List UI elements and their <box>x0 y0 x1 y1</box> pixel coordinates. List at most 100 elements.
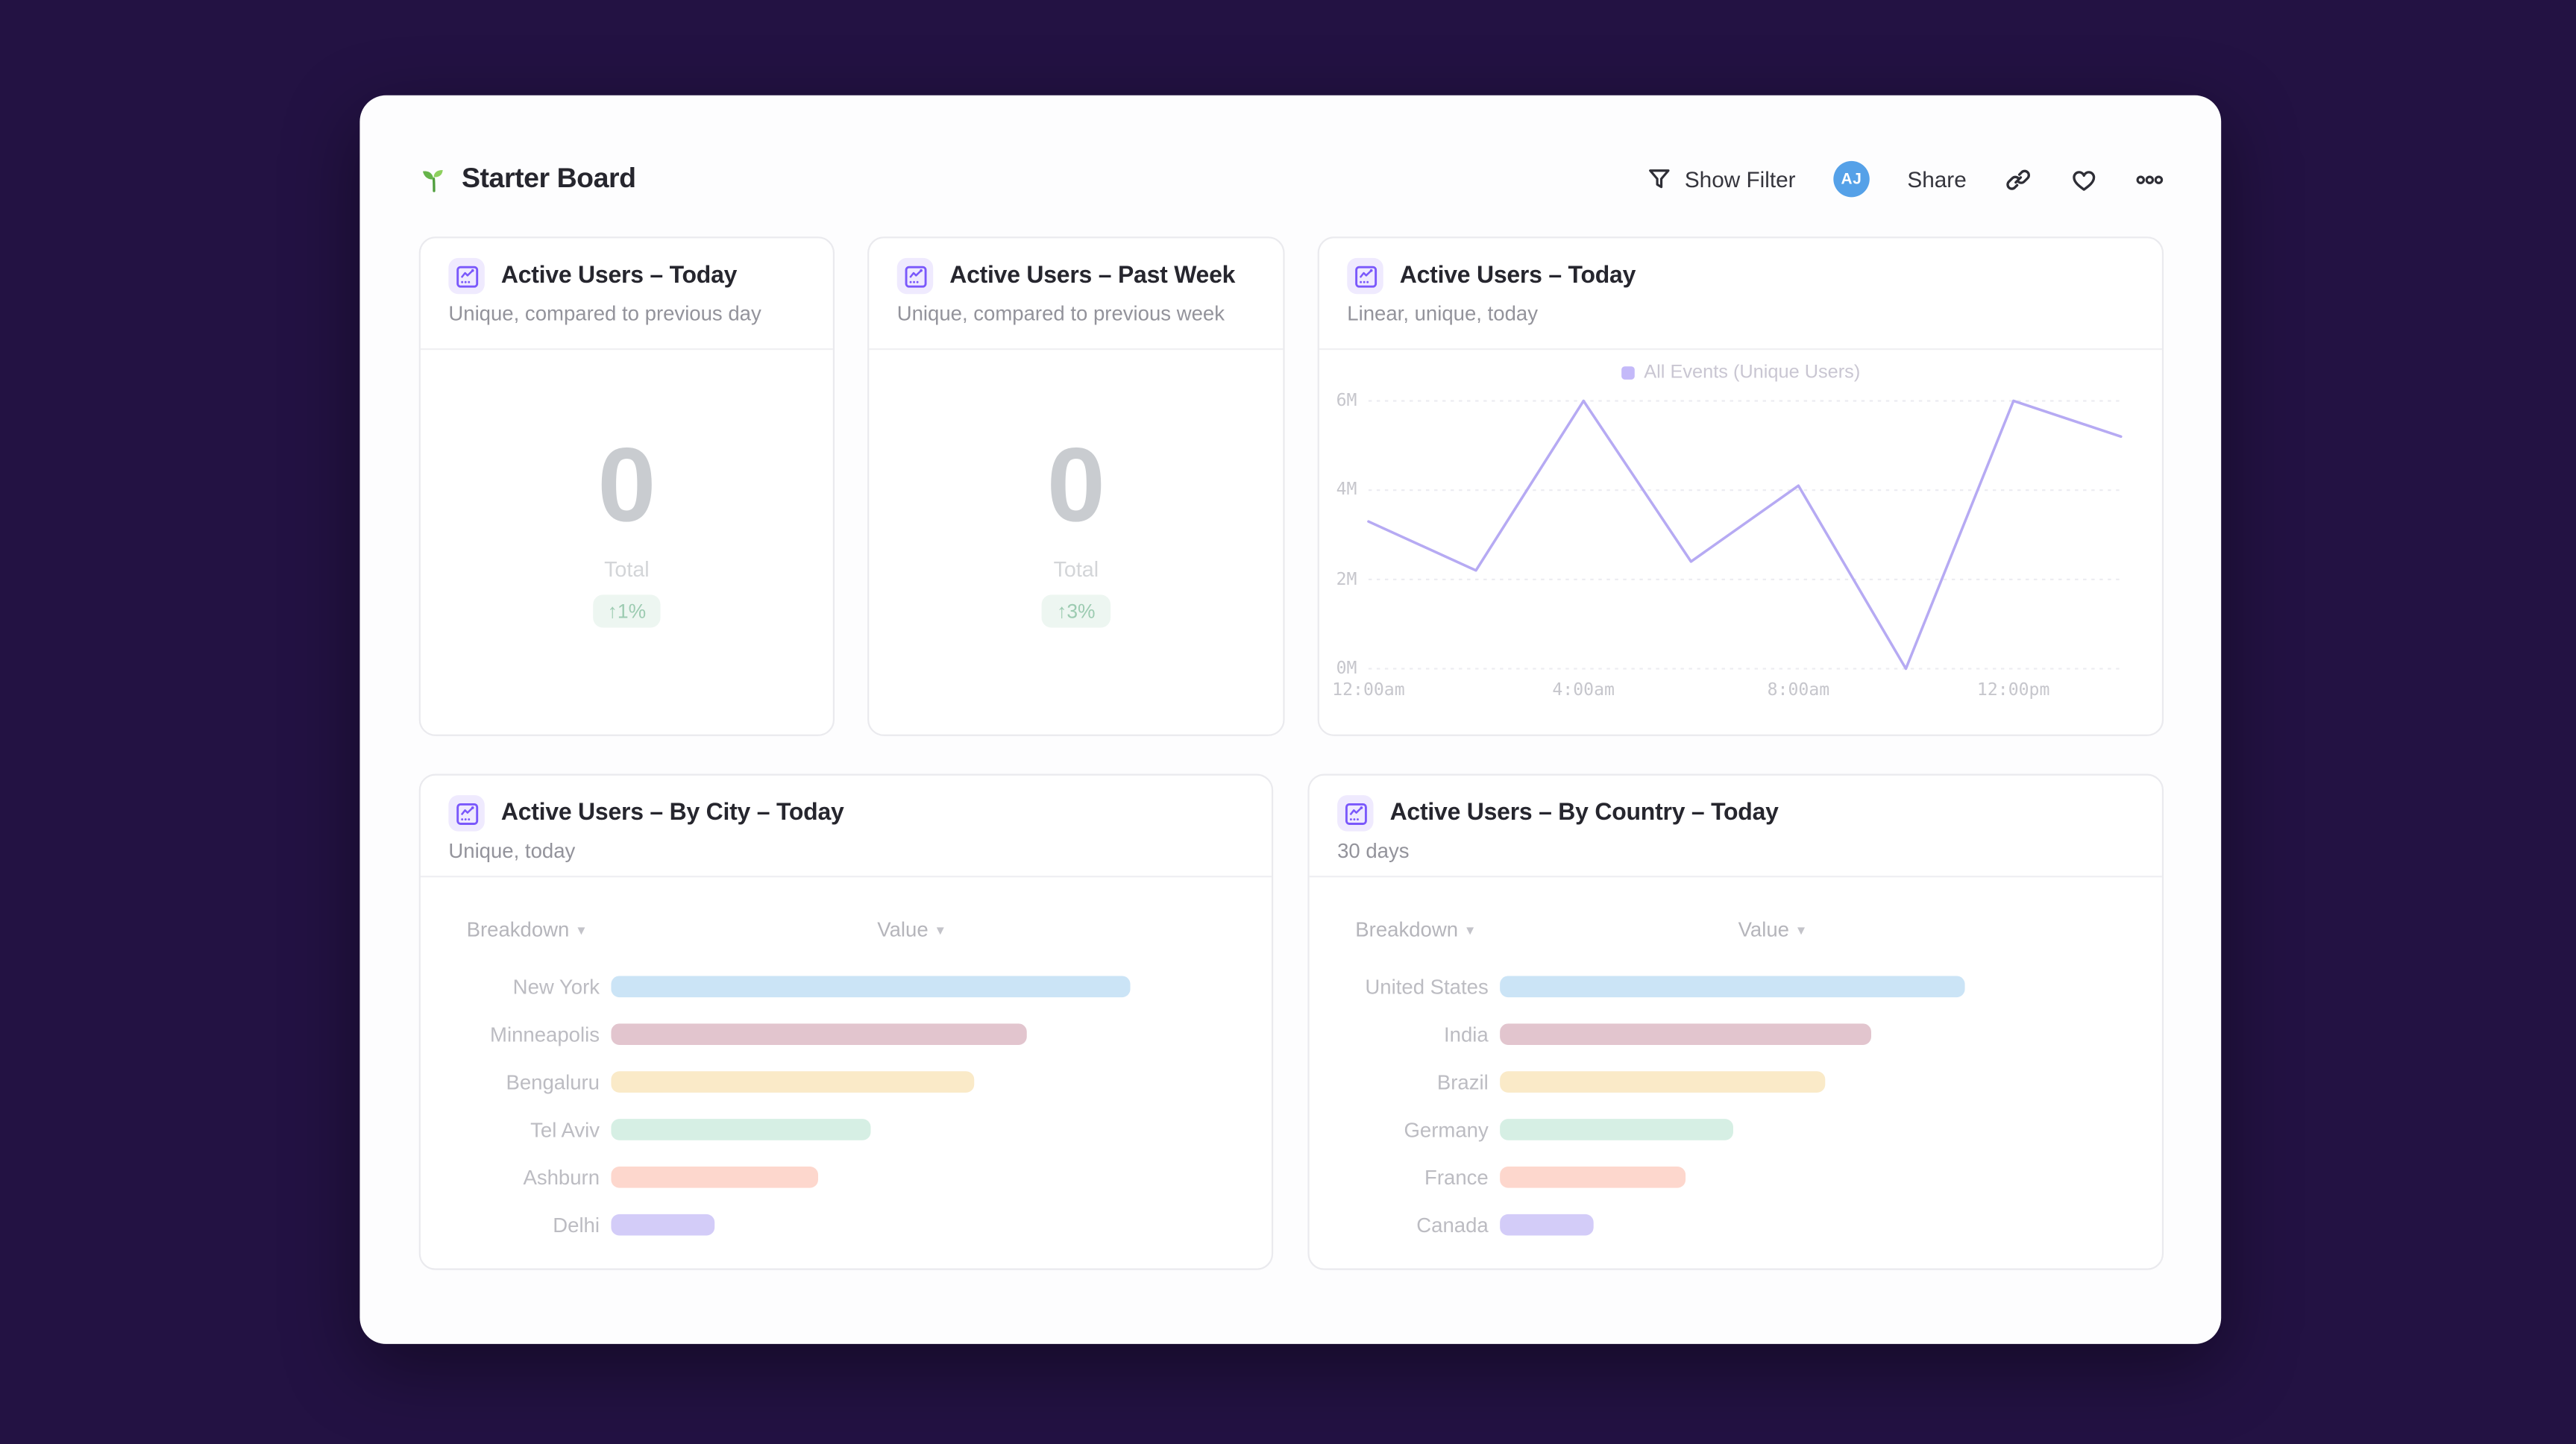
x-axis-tick: 4:00am <box>1552 679 1615 700</box>
change-badge: ↑3% <box>1042 594 1110 628</box>
chart-icon <box>448 257 485 295</box>
card-active-users-by-city: Active Users – By City – Today Unique, t… <box>418 773 1274 1270</box>
chevron-down-icon: ▾ <box>1797 920 1805 938</box>
copy-link-button[interactable] <box>2004 165 2032 192</box>
breakdown-rows: New York Minneapolis Bengaluru Tel Aviv Ashb… <box>421 963 1272 1249</box>
card-active-users-line-chart: Active Users – Today Linear, unique, tod… <box>1317 236 2164 736</box>
y-axis-tick: 0M <box>1336 659 1357 679</box>
row-bar <box>611 976 1131 998</box>
legend-label: All Events (Unique Users) <box>1644 362 1861 383</box>
table-row: Brazil <box>1310 1058 2162 1106</box>
breakdown-sort-header[interactable]: Breakdown ▾ <box>467 918 585 941</box>
share-button[interactable]: Share <box>1907 167 1966 192</box>
card-active-users-past-week: Active Users – Past Week Unique, compare… <box>867 236 1285 736</box>
table-row: United States <box>1310 963 2162 1011</box>
row-bar <box>611 1023 1027 1045</box>
stat-body: 0 Total ↑1% <box>421 350 833 736</box>
seedling-icon <box>419 164 449 194</box>
table-row: Ashburn <box>421 1153 1272 1201</box>
card-title: Active Users – By Country – Today <box>1389 800 1779 827</box>
chevron-down-icon: ▾ <box>577 920 585 938</box>
card-header: Active Users – Today Unique, compared to… <box>420 238 833 351</box>
y-axis-tick: 6M <box>1336 391 1357 411</box>
favorite-button[interactable] <box>2070 165 2098 192</box>
heart-icon <box>2070 165 2098 192</box>
breakdown-rows: United States India Brazil Germany France Can… <box>1310 963 2162 1249</box>
board-title: Starter Board <box>419 163 636 195</box>
more-options-button[interactable] <box>2136 165 2164 192</box>
x-axis-tick: 12:00pm <box>1976 679 2050 700</box>
row-label: Minneapolis <box>490 1023 600 1046</box>
row-bar <box>1500 1071 1826 1093</box>
board-toolbar: Show Filter AJ Share <box>1647 160 2164 198</box>
line-chart-plot: 0M 2M 4M 6M 12:00am 4:00am 8:00am 12:00pm <box>1332 391 2123 700</box>
board-title-text: Starter Board <box>461 163 636 194</box>
card-subtitle: Unique, today <box>448 839 576 863</box>
row-bar <box>611 1214 715 1236</box>
table-row: India <box>1310 1011 2162 1058</box>
card-title: Active Users – Today <box>1399 263 1636 289</box>
line-chart-svg <box>1367 399 2123 671</box>
total-label: Total <box>1053 556 1099 582</box>
card-subtitle: Unique, compared to previous week <box>896 302 1225 326</box>
chart-icon <box>1347 257 1383 295</box>
table-row: New York <box>421 963 1272 1011</box>
chart-icon <box>448 795 485 832</box>
row-bar <box>611 1166 819 1188</box>
chevron-down-icon: ▾ <box>936 920 944 938</box>
row-label: Delhi <box>553 1213 600 1237</box>
board-panel: Starter Board Show Filter AJ Share <box>359 95 2222 1344</box>
row-label: Canada <box>1416 1213 1489 1237</box>
row-label: Brazil <box>1436 1070 1489 1093</box>
table-row: Bengaluru <box>421 1058 1272 1106</box>
share-label: Share <box>1907 166 1967 192</box>
chart-legend: All Events (Unique Users) <box>1319 363 2162 383</box>
card-title: Active Users – Past Week <box>949 263 1236 289</box>
row-label: Ashburn <box>523 1165 600 1189</box>
card-header: Active Users – By Country – Today 30 day… <box>1309 776 2162 878</box>
table-header: Breakdown ▾ Value ▾ <box>467 918 1239 941</box>
row-label: India <box>1444 1023 1489 1046</box>
card-subtitle: Linear, unique, today <box>1347 302 1538 326</box>
legend-swatch <box>1621 366 1635 380</box>
value-sort-header[interactable]: Value ▾ <box>1738 918 1805 941</box>
table-row: Delhi <box>421 1201 1272 1249</box>
show-filter-label: Show Filter <box>1684 166 1796 192</box>
x-axis-tick: 8:00am <box>1767 679 1830 700</box>
avatar-initials: AJ <box>1841 169 1862 189</box>
card-active-users-today: Active Users – Today Unique, compared to… <box>418 236 835 736</box>
card-header: Active Users – By City – Today Unique, t… <box>420 776 1272 878</box>
table-row: France <box>1310 1153 2162 1201</box>
avatar[interactable]: AJ <box>1833 160 1870 198</box>
show-filter-button[interactable]: Show Filter <box>1647 166 1796 192</box>
big-value: 0 <box>597 425 656 544</box>
card-title: Active Users – Today <box>500 263 738 289</box>
card-title: Active Users – By City – Today <box>500 800 844 827</box>
ellipsis-icon <box>2136 165 2164 192</box>
row-bar <box>1500 1166 1686 1188</box>
link-icon <box>2004 165 2032 192</box>
row-bar <box>1500 1119 1732 1140</box>
breakdown-sort-header[interactable]: Breakdown ▾ <box>1355 918 1474 941</box>
value-sort-header[interactable]: Value ▾ <box>877 918 943 941</box>
stat-body: 0 Total ↑3% <box>869 350 1283 736</box>
row-bar <box>1500 976 1965 998</box>
filter-icon <box>1647 166 1673 192</box>
value-header-label: Value <box>877 918 929 942</box>
y-axis-tick: 2M <box>1336 569 1357 590</box>
card-subtitle: 30 days <box>1337 839 1410 863</box>
table-header: Breakdown ▾ Value ▾ <box>1355 918 2129 941</box>
card-header: Active Users – Past Week Unique, compare… <box>869 238 1284 351</box>
row-label: Germany <box>1404 1118 1489 1141</box>
x-axis-tick: 12:00am <box>1332 679 1405 700</box>
y-axis-tick: 4M <box>1336 480 1357 500</box>
breakdown-header-label: Breakdown <box>466 918 570 942</box>
row-label: New York <box>512 975 600 999</box>
row-bar <box>611 1119 871 1140</box>
card-header: Active Users – Today Linear, unique, tod… <box>1319 238 2162 351</box>
table-row: Canada <box>1310 1201 2162 1249</box>
table-row: Tel Aviv <box>421 1105 1272 1153</box>
chart-icon <box>1337 795 1374 832</box>
change-badge: ↑1% <box>592 594 661 628</box>
